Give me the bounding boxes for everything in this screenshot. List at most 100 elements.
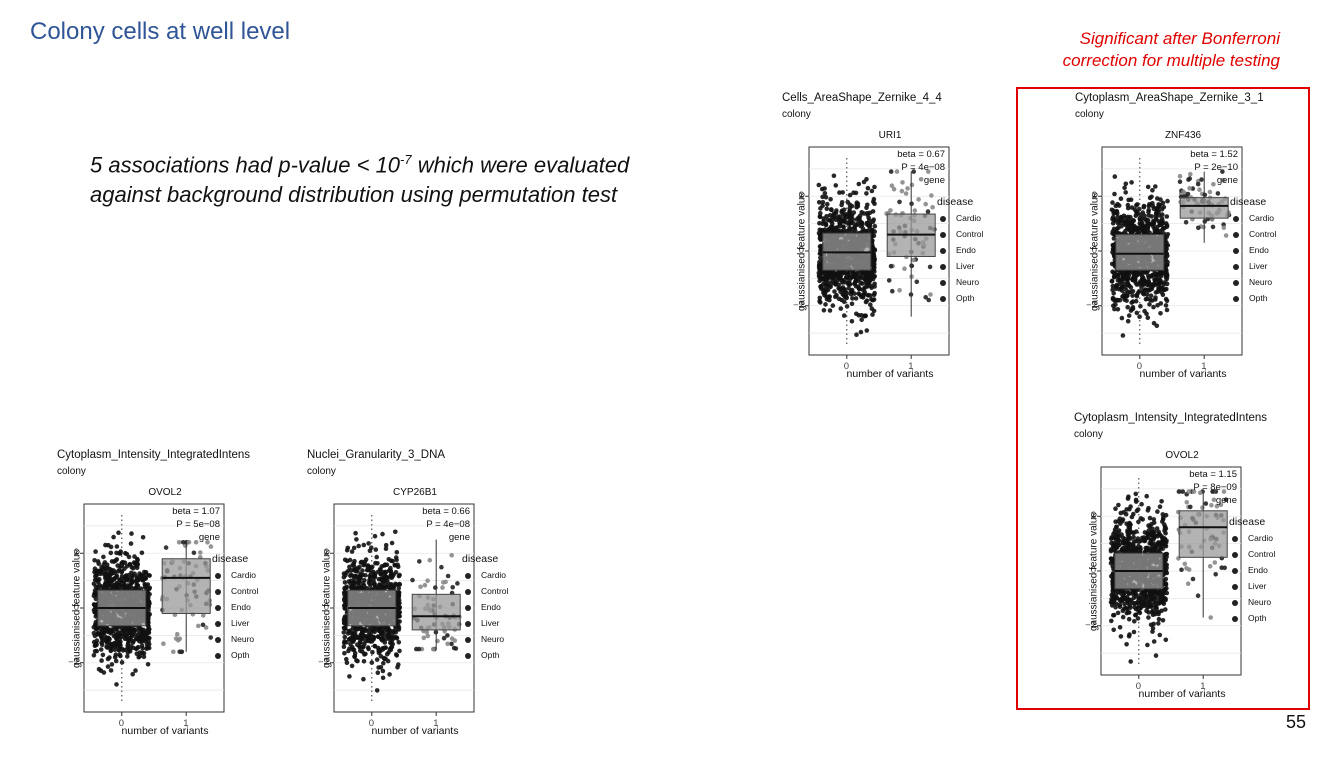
data-point xyxy=(136,645,141,650)
data-point xyxy=(360,568,365,573)
data-point xyxy=(1163,607,1168,612)
data-point xyxy=(862,277,867,282)
data-point xyxy=(388,566,393,571)
data-point xyxy=(1120,547,1125,552)
data-point xyxy=(1164,581,1169,586)
data-point xyxy=(1134,499,1139,504)
data-point xyxy=(860,222,865,227)
data-point xyxy=(1164,638,1169,643)
data-point xyxy=(817,274,822,279)
data-point xyxy=(857,182,862,187)
data-point xyxy=(112,634,117,639)
legend-title: disease xyxy=(937,196,973,208)
data-point xyxy=(1150,603,1155,608)
data-point xyxy=(397,649,402,654)
data-point xyxy=(1145,597,1150,602)
data-point xyxy=(144,646,149,651)
data-point xyxy=(838,287,843,292)
data-point xyxy=(146,621,151,626)
data-point xyxy=(364,628,369,633)
data-point xyxy=(99,658,104,663)
data-point xyxy=(176,638,181,643)
data-point xyxy=(347,674,352,679)
data-point xyxy=(823,302,828,307)
data-point xyxy=(1159,301,1164,306)
data-point xyxy=(1129,548,1134,553)
data-point xyxy=(841,212,846,217)
data-point xyxy=(1153,184,1158,189)
data-point xyxy=(929,193,934,198)
data-point xyxy=(835,272,840,277)
data-point xyxy=(368,632,373,637)
data-point xyxy=(128,629,133,634)
data-point xyxy=(366,647,371,652)
data-point xyxy=(890,289,895,294)
legend-item: Liver xyxy=(212,615,249,631)
legend-label: Cardio xyxy=(1249,213,1274,223)
data-point xyxy=(1149,214,1154,219)
data-point xyxy=(842,313,847,318)
data-point xyxy=(850,296,855,301)
data-point xyxy=(376,670,381,675)
data-point xyxy=(1115,298,1120,303)
data-point xyxy=(395,550,400,555)
legend-dot-icon xyxy=(215,589,221,595)
data-point xyxy=(902,266,907,271)
data-point xyxy=(1208,564,1213,569)
data-point xyxy=(103,566,108,571)
data-point xyxy=(1163,531,1168,536)
data-point xyxy=(1120,316,1125,321)
data-point xyxy=(95,638,100,643)
data-point xyxy=(831,228,836,233)
data-point xyxy=(916,197,921,202)
data-point xyxy=(1155,324,1160,329)
data-point xyxy=(1127,313,1132,318)
data-point xyxy=(854,276,859,281)
data-point xyxy=(375,688,380,693)
data-point xyxy=(108,630,113,635)
data-point xyxy=(1145,643,1150,648)
data-point xyxy=(192,551,197,556)
data-point xyxy=(388,641,393,646)
data-point xyxy=(1126,203,1131,208)
data-point xyxy=(868,211,873,216)
data-point xyxy=(866,186,871,191)
data-point xyxy=(1160,547,1165,552)
data-point xyxy=(198,550,203,555)
data-point xyxy=(842,219,847,224)
data-point xyxy=(1127,617,1132,622)
data-point xyxy=(1145,292,1150,297)
legend-item: Opth xyxy=(1230,290,1267,306)
data-point xyxy=(818,251,823,256)
data-point xyxy=(1146,615,1151,620)
data-point xyxy=(855,271,860,276)
data-point xyxy=(362,578,367,583)
data-point xyxy=(1162,522,1167,527)
legend-dot-icon xyxy=(215,653,221,659)
data-point xyxy=(141,628,146,633)
data-point xyxy=(374,555,379,560)
data-point xyxy=(1216,191,1221,196)
data-point xyxy=(1142,309,1147,314)
data-point xyxy=(841,293,846,298)
data-point xyxy=(175,632,180,637)
data-point xyxy=(824,294,829,299)
data-point xyxy=(396,623,401,628)
data-point xyxy=(133,561,138,566)
data-point xyxy=(818,211,823,216)
data-point xyxy=(850,319,855,324)
data-point xyxy=(146,630,151,635)
data-point xyxy=(1141,538,1146,543)
p-value-annotation: P = 2e−10 xyxy=(1180,162,1238,173)
data-point xyxy=(1158,203,1163,208)
data-point xyxy=(381,661,386,666)
data-point xyxy=(1155,225,1160,230)
data-point xyxy=(1150,188,1155,193)
data-point xyxy=(1158,633,1163,638)
data-point xyxy=(887,278,892,283)
data-point xyxy=(832,211,837,216)
data-point xyxy=(344,586,349,591)
data-point xyxy=(105,626,110,631)
data-point xyxy=(1119,196,1124,201)
